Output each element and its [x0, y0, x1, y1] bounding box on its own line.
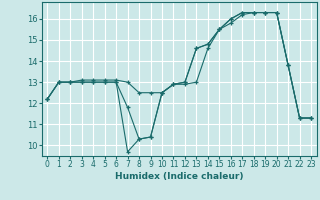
- X-axis label: Humidex (Indice chaleur): Humidex (Indice chaleur): [115, 172, 244, 181]
